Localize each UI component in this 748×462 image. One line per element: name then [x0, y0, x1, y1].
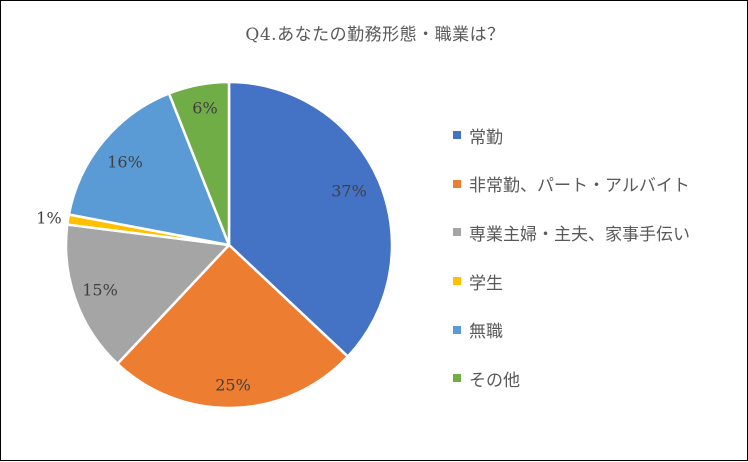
legend-label-1: 非常勤、パート・アルバイト [469, 176, 690, 197]
legend-item-1: 非常勤、パート・アルバイト [453, 160, 743, 209]
legend: 常勤非常勤、パート・アルバイト 専業主婦・主夫、家事手伝い 学生無職その他 [453, 111, 743, 403]
legend-label-0: 常勤 [469, 127, 503, 148]
legend-item-2: 専業主婦・主夫、家事手伝い [453, 208, 743, 257]
legend-item-3: 学生 [453, 257, 743, 306]
legend-swatch-1 [453, 179, 461, 188]
data-label-4: 16% [107, 153, 143, 172]
legend-label-4: 無職 [469, 322, 503, 343]
legend-swatch-5 [453, 374, 461, 383]
data-label-0: 37% [331, 182, 367, 201]
pie-slice-5 [167, 80, 231, 247]
legend-label-3: 学生 [469, 273, 503, 294]
pie-slice-2 [64, 223, 231, 366]
pie-slice-4 [67, 92, 231, 247]
legend-item-0: 常勤 [453, 111, 743, 160]
pie-slices [64, 80, 394, 410]
legend-swatch-4 [453, 325, 461, 334]
data-label-1: 25% [215, 376, 251, 395]
legend-swatch-3 [453, 277, 461, 286]
pie-data-labels: 37% 25% 15% 1% 16% 6% [36, 99, 366, 395]
legend-item-5: その他 [453, 354, 743, 403]
data-label-2: 15% [82, 281, 118, 300]
pie-slice-0 [227, 80, 394, 358]
legend-item-4: 無職 [453, 305, 743, 354]
chart-title: Q4.あなたの勤務形態・職業は？ [245, 25, 505, 45]
legend-swatch-0 [453, 131, 461, 140]
legend-label-2: 専業主婦・主夫、家事手伝い [469, 224, 690, 245]
data-label-3: 1% [36, 209, 61, 228]
legend-swatch-2 [453, 228, 461, 237]
pie-slice-1 [116, 243, 350, 410]
data-label-5: 6% [192, 99, 217, 118]
legend-label-5: その他 [469, 370, 520, 391]
